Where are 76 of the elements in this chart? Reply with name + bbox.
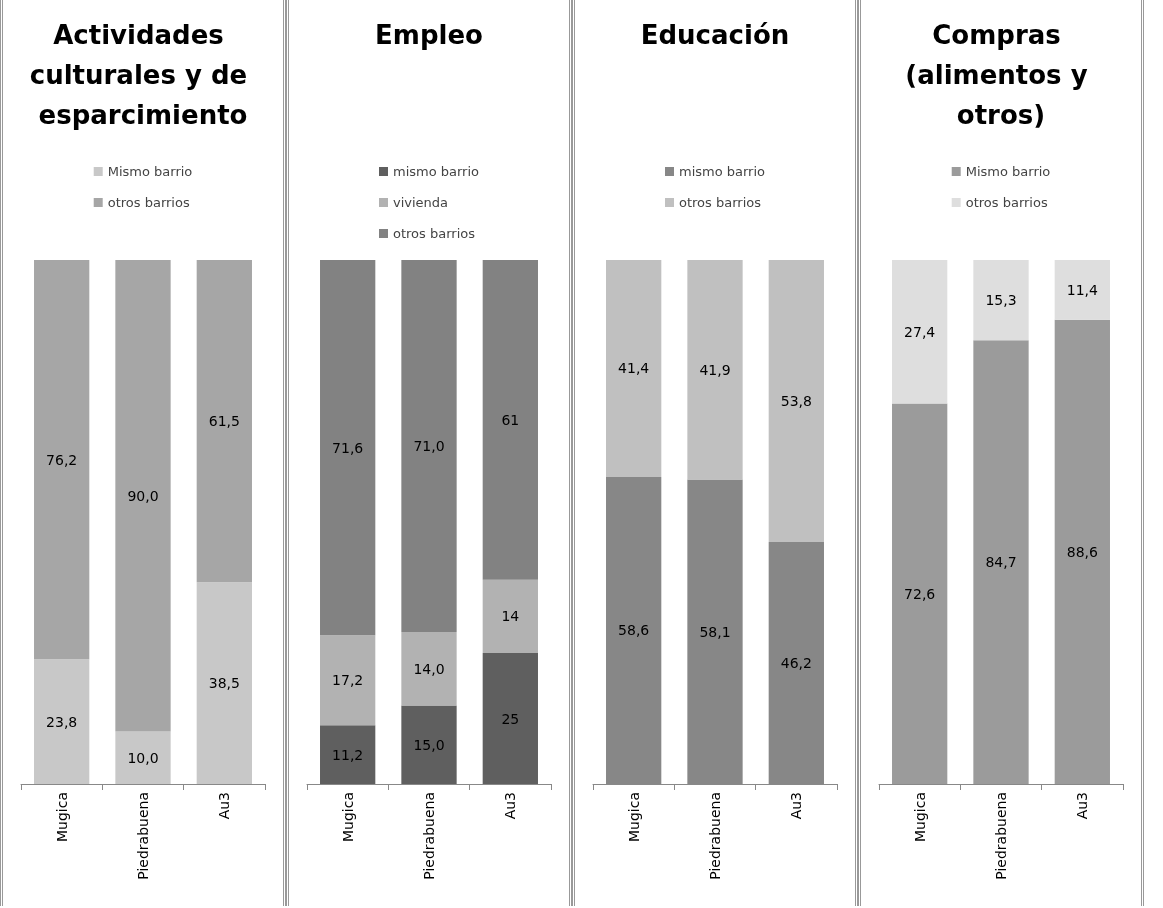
x-tick-label: Mugica bbox=[339, 792, 356, 843]
bar bbox=[401, 705, 457, 784]
bar bbox=[1054, 319, 1110, 784]
x-tick-label: Mugica bbox=[53, 792, 70, 843]
data-label: 58,6 bbox=[618, 622, 650, 639]
data-label: 90,0 bbox=[127, 487, 159, 504]
legend-label: otros barrios bbox=[392, 226, 476, 241]
data-label: 17,2 bbox=[332, 672, 364, 689]
x-tick-label: Piedrabuena bbox=[707, 792, 723, 880]
x-tick-label: Au3 bbox=[216, 792, 233, 820]
chart-title: Educación bbox=[640, 20, 790, 50]
data-label: 88,6 bbox=[1066, 543, 1099, 560]
data-label: 23,8 bbox=[46, 713, 78, 730]
bar bbox=[768, 260, 824, 542]
data-label: 41,4 bbox=[618, 360, 650, 377]
x-tick-label: Piedrabuena bbox=[135, 792, 151, 880]
x-tick-label: Piedrabuena bbox=[421, 792, 437, 880]
bar bbox=[482, 579, 538, 653]
x-tick-label: Au3 bbox=[788, 792, 805, 820]
data-label: 71,0 bbox=[413, 438, 445, 455]
data-label: 61,5 bbox=[208, 413, 240, 430]
legend-label: vivienda bbox=[392, 195, 449, 210]
x-tick-label: Mugica bbox=[625, 792, 642, 843]
bar bbox=[1054, 260, 1110, 320]
data-label: 15,0 bbox=[413, 736, 445, 753]
bar bbox=[687, 260, 743, 480]
data-label: 58,1 bbox=[699, 623, 731, 640]
data-label: 14,0 bbox=[413, 660, 445, 677]
x-tick-label: Mugica bbox=[911, 792, 928, 843]
x-tick-label: Au3 bbox=[502, 792, 519, 820]
legend-label: otros barrios bbox=[107, 195, 190, 210]
data-label: 25 bbox=[501, 710, 520, 727]
bar bbox=[401, 260, 457, 633]
data-label: 84,7 bbox=[985, 554, 1017, 571]
bar bbox=[606, 260, 662, 477]
data-label: 14 bbox=[501, 608, 520, 625]
data-label: 15,3 bbox=[985, 292, 1017, 309]
legend-label: Mismo barrio bbox=[965, 164, 1051, 179]
legend-label: otros barrios bbox=[678, 195, 762, 210]
bar bbox=[401, 632, 457, 706]
data-label: 61 bbox=[501, 411, 520, 428]
legend-label: mismo barrio bbox=[392, 164, 480, 179]
data-label: 71,6 bbox=[332, 439, 364, 456]
bar bbox=[482, 260, 538, 580]
bar bbox=[196, 260, 252, 583]
data-label: 27,4 bbox=[904, 323, 936, 340]
bar bbox=[115, 260, 171, 732]
data-label: 76,2 bbox=[46, 451, 78, 468]
bar bbox=[892, 403, 948, 784]
x-tick-label: Piedrabuena bbox=[993, 792, 1009, 880]
legend-label: mismo barrio bbox=[678, 164, 766, 179]
bar bbox=[973, 260, 1029, 341]
data-label: 11,2 bbox=[332, 746, 364, 763]
bar bbox=[320, 260, 376, 636]
bar bbox=[34, 260, 90, 660]
bar bbox=[973, 340, 1029, 784]
bar bbox=[892, 260, 948, 404]
data-label: 38,5 bbox=[208, 675, 240, 692]
bar bbox=[320, 725, 376, 784]
data-label: 53,8 bbox=[780, 392, 812, 409]
chart-title: Actividades culturales y de esparcimiento bbox=[29, 20, 257, 130]
chart-title: Compras (alimentos y otros) bbox=[905, 20, 1097, 130]
data-label: 46,2 bbox=[780, 654, 812, 671]
data-label: 41,9 bbox=[699, 361, 731, 378]
chart-title: Empleo bbox=[375, 20, 483, 50]
bar bbox=[482, 653, 538, 784]
legend-label: otros barrios bbox=[965, 195, 1048, 210]
bar bbox=[196, 582, 252, 784]
bar bbox=[34, 659, 90, 784]
data-label: 72,6 bbox=[904, 585, 936, 602]
bar bbox=[115, 731, 171, 784]
legend-label: Mismo barrio bbox=[107, 164, 193, 179]
data-label: 11,4 bbox=[1066, 281, 1099, 298]
data-label: 10,0 bbox=[127, 749, 159, 766]
x-tick-label: Au3 bbox=[1074, 792, 1091, 820]
bar bbox=[320, 635, 376, 726]
